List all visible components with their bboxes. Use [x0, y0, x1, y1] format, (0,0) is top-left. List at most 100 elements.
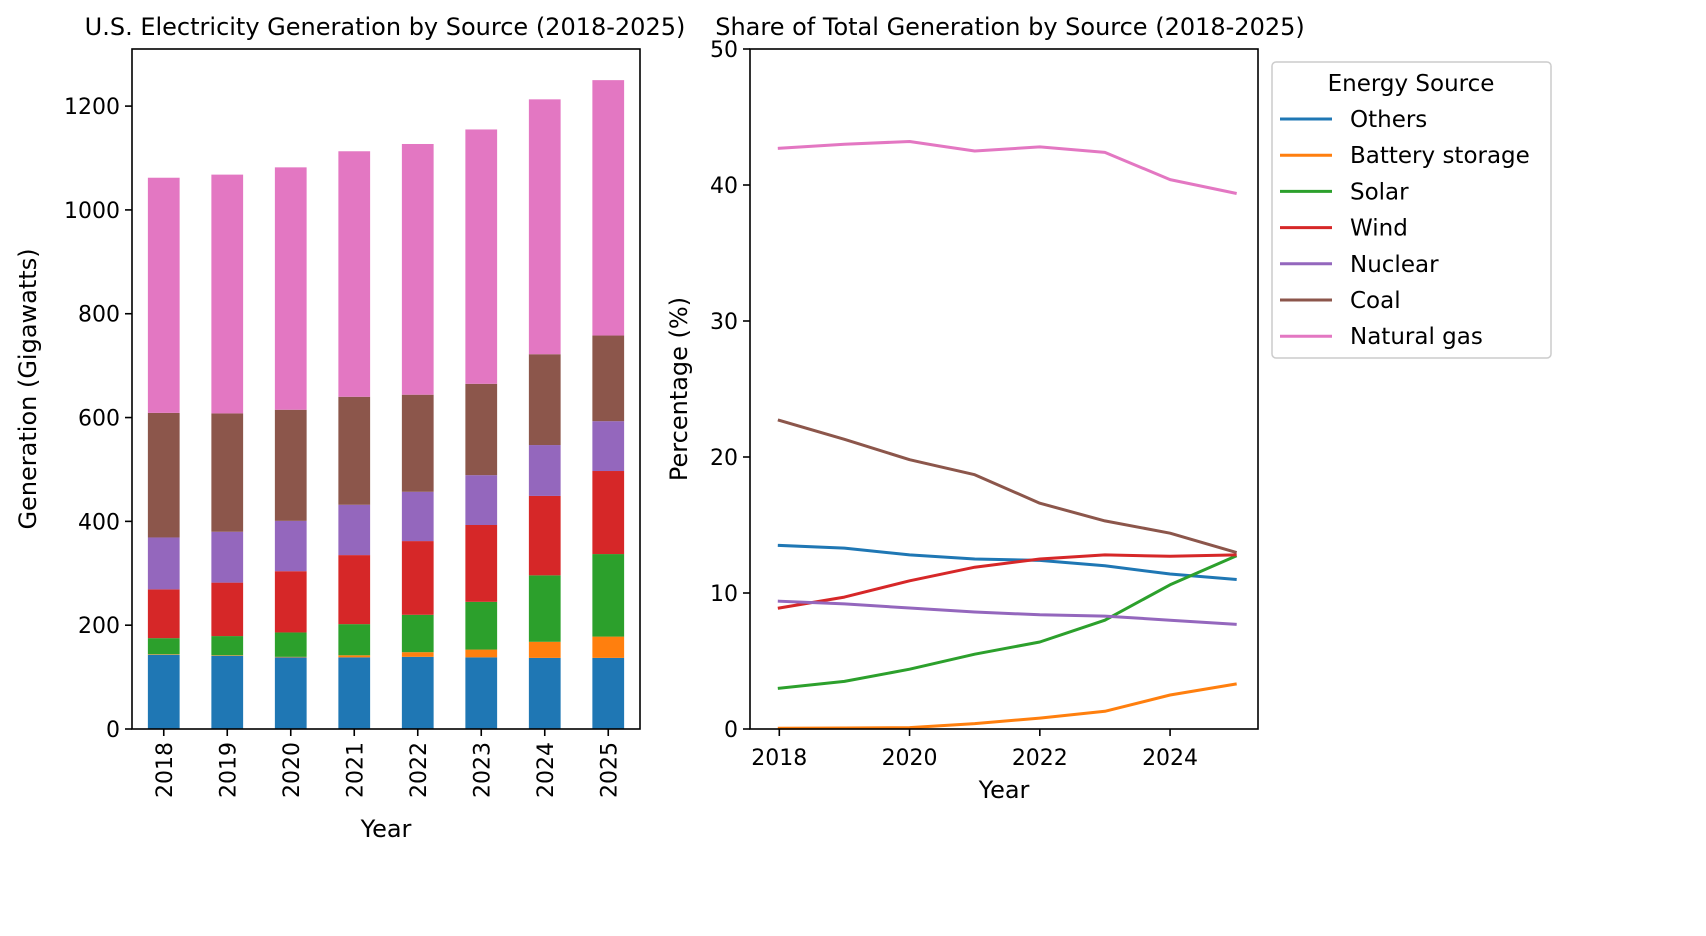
left-y-axis-label: Generation (Gigawatts) — [14, 248, 42, 529]
bar-solar-2023 — [465, 601, 498, 650]
y-tick-label: 30 — [710, 310, 738, 335]
bar-solar-2018 — [147, 638, 180, 655]
bar-wind-2024 — [528, 495, 561, 576]
bar-coal-2021 — [338, 396, 371, 505]
left-plot-frame — [131, 48, 641, 730]
bar-nuclear-2024 — [528, 445, 561, 496]
bar-solar-2019 — [211, 636, 244, 656]
y-tick-label: 50 — [710, 38, 738, 63]
bar-wind-2025 — [592, 471, 625, 555]
right-chart-title: Share of Total Generation by Source (201… — [715, 13, 1305, 41]
left-y-axis-ticks: 0 200 400 600 800 1000 1200 — [64, 95, 132, 743]
bar-nuclear-2019 — [211, 531, 244, 583]
bar-wind-2022 — [401, 541, 434, 615]
x-tick-label: 2020 — [280, 742, 305, 798]
legend-label-others: Others — [1350, 107, 1427, 133]
y-tick-label: 800 — [78, 303, 120, 328]
y-tick-label: 0 — [106, 718, 120, 743]
bar-wind-2023 — [465, 525, 498, 602]
bar-battery-storage-2021 — [338, 655, 371, 658]
line-solar — [777, 554, 1238, 690]
legend-items: Others Battery storage Solar Wind Nuclear Coa… — [1280, 107, 1530, 350]
bar-others-2023 — [465, 657, 498, 729]
bar-natural-gas-2023 — [465, 129, 498, 384]
bar-solar-2025 — [592, 554, 625, 637]
bar-natural-gas-2019 — [211, 174, 244, 414]
bar-others-2018 — [147, 654, 180, 729]
bar-battery-storage-2023 — [465, 649, 498, 658]
legend-label-nuclear: Nuclear — [1350, 252, 1439, 278]
right-x-axis-ticks: 2018 2020 2022 2024 — [751, 729, 1198, 771]
bar-battery-storage-2022 — [401, 652, 434, 657]
bar-wind-2020 — [274, 571, 307, 633]
x-tick-label: 2021 — [343, 742, 368, 798]
y-tick-label: 1200 — [64, 95, 120, 120]
x-tick-label: 2019 — [216, 742, 241, 798]
legend-title: Energy Source — [1328, 71, 1495, 97]
left-x-axis-ticks: 2018 2019 2020 2021 2022 2023 2024 2025 — [153, 729, 622, 798]
bar-coal-2024 — [528, 354, 561, 446]
bar-natural-gas-2024 — [528, 99, 561, 355]
line-others — [777, 543, 1237, 582]
x-tick-label: 2023 — [470, 742, 495, 798]
y-tick-label: 0 — [724, 718, 738, 743]
y-tick-label: 600 — [78, 407, 120, 432]
bar-nuclear-2023 — [465, 475, 498, 525]
x-tick-label: 2024 — [1142, 746, 1198, 771]
legend-box — [1271, 61, 1552, 359]
x-tick-label: 2025 — [597, 742, 622, 798]
bar-others-2021 — [338, 657, 371, 729]
bar-others-2025 — [592, 657, 625, 729]
y-tick-label: 10 — [710, 582, 738, 607]
line-nuclear — [777, 599, 1237, 626]
share-lines — [777, 140, 1238, 730]
bar-coal-2022 — [401, 394, 434, 492]
bar-coal-2018 — [147, 412, 180, 538]
y-tick-label: 400 — [78, 510, 120, 535]
bar-wind-2019 — [211, 582, 244, 637]
bar-nuclear-2018 — [147, 537, 180, 590]
bar-stacks — [147, 80, 625, 729]
legend-label-wind: Wind — [1350, 216, 1408, 242]
bar-solar-2024 — [528, 575, 561, 642]
bar-wind-2018 — [147, 589, 180, 639]
left-chart-title: U.S. Electricity Generation by Source (2… — [85, 13, 686, 41]
bar-battery-storage-2025 — [592, 636, 625, 658]
bar-nuclear-2020 — [274, 520, 307, 572]
legend: Energy Source Others Battery storage Solar… — [1271, 61, 1552, 359]
legend-label-battery-storage: Battery storage — [1350, 143, 1530, 169]
bar-others-2020 — [274, 657, 307, 729]
bar-battery-storage-2019 — [211, 655, 244, 656]
x-tick-label: 2018 — [751, 746, 807, 771]
line-battery-storage — [777, 682, 1237, 730]
bar-nuclear-2022 — [401, 491, 434, 542]
bar-wind-2021 — [338, 555, 371, 625]
bar-battery-storage-2018 — [147, 654, 180, 655]
bar-coal-2025 — [592, 335, 625, 422]
bar-natural-gas-2025 — [592, 80, 625, 336]
bar-coal-2023 — [465, 383, 498, 476]
bar-natural-gas-2022 — [401, 143, 434, 395]
bar-nuclear-2021 — [338, 504, 371, 556]
right-y-axis-ticks: 0 10 20 30 40 50 — [710, 38, 750, 743]
bar-others-2019 — [211, 655, 244, 729]
x-tick-label: 2018 — [153, 742, 178, 798]
legend-label-natural-gas: Natural gas — [1350, 324, 1483, 350]
bar-battery-storage-2024 — [528, 641, 561, 658]
bar-natural-gas-2018 — [147, 177, 180, 413]
bar-others-2022 — [401, 656, 434, 729]
bar-battery-storage-2020 — [274, 656, 307, 658]
bar-nuclear-2025 — [592, 421, 625, 472]
x-tick-label: 2022 — [407, 742, 432, 798]
bar-coal-2020 — [274, 409, 307, 521]
x-tick-label: 2024 — [534, 742, 559, 798]
left-x-axis-label: Year — [360, 815, 412, 843]
legend-label-solar: Solar — [1350, 179, 1409, 205]
bar-others-2024 — [528, 657, 561, 729]
y-tick-label: 1000 — [64, 199, 120, 224]
y-tick-label: 40 — [710, 174, 738, 199]
y-tick-label: 200 — [78, 614, 120, 639]
bar-solar-2022 — [401, 614, 434, 653]
line-coal — [777, 418, 1238, 555]
